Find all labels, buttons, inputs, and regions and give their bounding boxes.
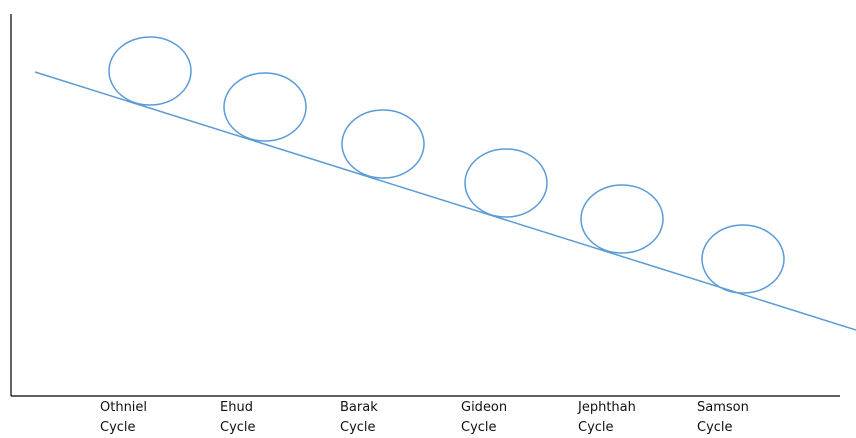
cycle-label-othniel: Othniel Cycle xyxy=(100,398,147,438)
cycle-circle-othniel xyxy=(108,36,192,106)
cycle-name: Othniel xyxy=(100,400,148,415)
cycle-circle-jephthah xyxy=(580,184,664,254)
cycle-name: Barak xyxy=(340,400,378,415)
cycle-name: Jephthah xyxy=(578,400,636,415)
cycle-circle-gideon xyxy=(464,148,548,218)
cycle-label-gideon: Gideon Cycle xyxy=(461,398,507,438)
cycle-suffix: Cycle xyxy=(461,420,497,435)
cycle-suffix: Cycle xyxy=(697,420,733,435)
cycle-suffix: Cycle xyxy=(220,420,256,435)
cycle-circles xyxy=(108,36,785,294)
cycle-suffix: Cycle xyxy=(340,420,376,435)
cycle-label-samson: Samson Cycle xyxy=(697,398,749,438)
cycle-suffix: Cycle xyxy=(578,420,614,435)
cycle-name: Ehud xyxy=(220,400,253,415)
cycle-label-ehud: Ehud Cycle xyxy=(220,398,256,438)
cycle-label-barak: Barak Cycle xyxy=(340,398,378,438)
cycle-suffix: Cycle xyxy=(100,420,136,435)
cycle-circle-barak xyxy=(341,109,425,179)
cycle-name: Gideon xyxy=(461,400,508,415)
cycle-circle-ehud xyxy=(223,72,307,142)
cycle-circle-samson xyxy=(701,224,785,294)
cycle-label-jephthah: Jephthah Cycle xyxy=(578,398,636,438)
cycle-name: Samson xyxy=(697,400,749,415)
